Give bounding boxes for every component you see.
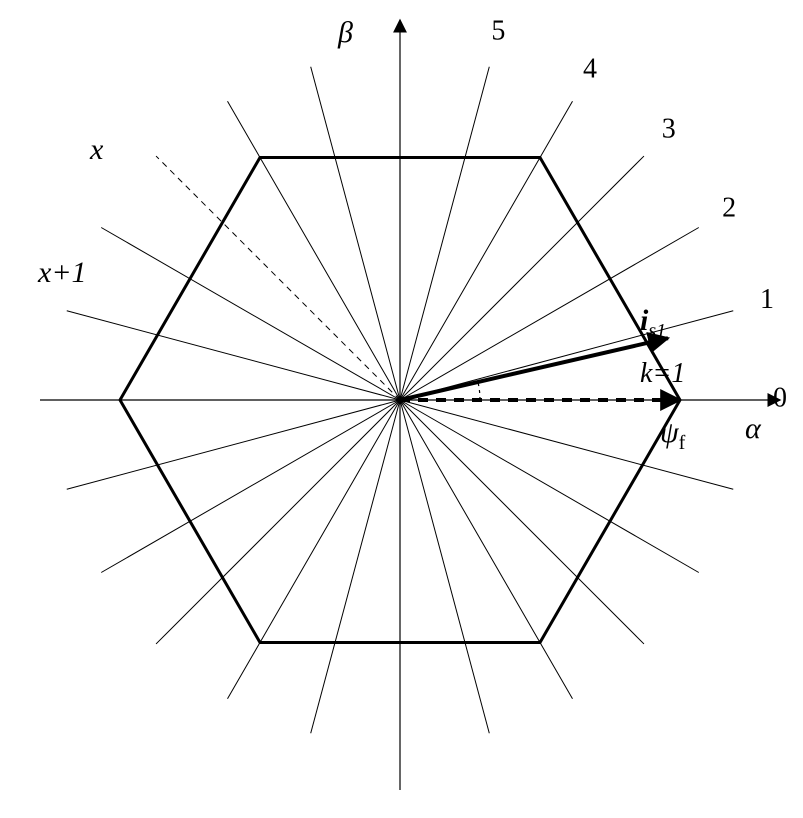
i-sub: s1: [648, 320, 666, 342]
alpha-axis-label: α: [745, 414, 761, 444]
sector-number-label: 2: [722, 192, 736, 223]
sector-ray: [311, 400, 400, 733]
sector-ray: [400, 156, 644, 400]
diagram-stage: 0 1 2 3 4 5 α β x x+1 k=1 ψf is1: [0, 0, 803, 818]
sector-ray: [101, 228, 400, 401]
sector-x-label: x: [90, 135, 103, 165]
sector-number-label: 1: [760, 284, 774, 315]
sector-number-label: 5: [491, 15, 505, 46]
beta-axis-label: β: [338, 18, 353, 48]
current-vector: [400, 338, 668, 400]
sector-ray: [228, 101, 401, 400]
sector-ray: [156, 400, 400, 644]
sector-ray: [67, 400, 400, 489]
sector-ray: [67, 311, 400, 400]
sector-ray: [156, 156, 400, 400]
sector-ray: [400, 400, 489, 733]
sector-ray: [400, 101, 573, 400]
sector-x-plus-1-label: x+1: [38, 258, 87, 288]
k-equals-label: k=1: [640, 360, 685, 388]
sector-ray: [400, 400, 573, 699]
sector-ray: [400, 67, 489, 400]
diagram-svg: 0 1 2 3 4 5: [0, 0, 803, 818]
current-vector-label: is1: [640, 306, 666, 341]
sector-ray: [101, 400, 400, 573]
sector-ray: [311, 67, 400, 400]
sector-ray: [228, 400, 401, 699]
flux-vector-label: ψf: [660, 418, 685, 453]
sector-ray: [400, 400, 699, 573]
psi-base: ψ: [660, 416, 679, 449]
psi-sub: f: [679, 432, 686, 454]
sector-number-label: 4: [583, 53, 597, 84]
sector-ray: [400, 400, 644, 644]
angle-arc: [478, 382, 480, 400]
sector-number-label: 0: [773, 382, 787, 413]
sector-number-label: 3: [662, 114, 676, 145]
